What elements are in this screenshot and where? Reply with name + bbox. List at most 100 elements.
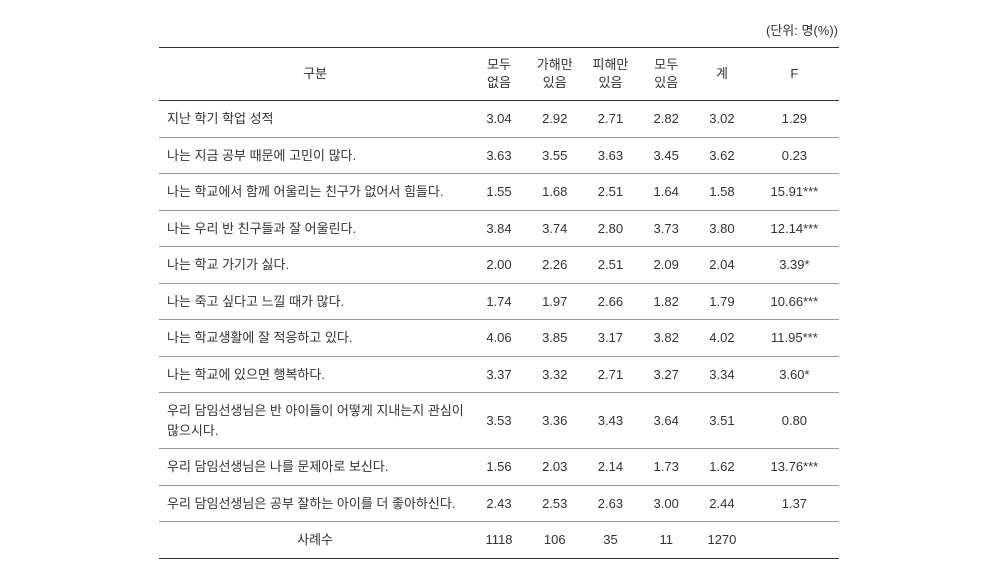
cell-value: 3.74 bbox=[527, 210, 583, 247]
cell-value: 3.04 bbox=[471, 101, 527, 138]
cell-value: 1.64 bbox=[638, 174, 694, 211]
cell-value: 11 bbox=[638, 522, 694, 559]
cell-value: 3.80 bbox=[694, 210, 750, 247]
row-label: 나는 학교에서 함께 어울리는 친구가 없어서 힘들다. bbox=[159, 174, 471, 211]
cell-value: 3.39* bbox=[750, 247, 839, 284]
cell-value: 1.82 bbox=[638, 283, 694, 320]
cell-value: 3.73 bbox=[638, 210, 694, 247]
table-row: 나는 학교에서 함께 어울리는 친구가 없어서 힘들다.1.551.682.51… bbox=[159, 174, 839, 211]
cell-value: 2.44 bbox=[694, 485, 750, 522]
cell-value: 3.43 bbox=[583, 393, 639, 449]
row-label: 나는 죽고 싶다고 느낄 때가 많다. bbox=[159, 283, 471, 320]
cell-value: 2.14 bbox=[583, 449, 639, 486]
header-col1: 모두없음 bbox=[471, 48, 527, 101]
cell-value: 11.95*** bbox=[750, 320, 839, 357]
cell-value: 10.66*** bbox=[750, 283, 839, 320]
cell-value: 1270 bbox=[694, 522, 750, 559]
row-label: 우리 담임선생님은 반 아이들이 어떻게 지내는지 관심이 많으시다. bbox=[159, 393, 471, 449]
header-col2: 가해만있음 bbox=[527, 48, 583, 101]
header-col6: F bbox=[750, 48, 839, 101]
cell-value: 1.79 bbox=[694, 283, 750, 320]
cell-value: 2.53 bbox=[527, 485, 583, 522]
header-row: 구분 모두없음 가해만있음 피해만있음 모두있음 계 F bbox=[159, 48, 839, 101]
cell-value: 3.17 bbox=[583, 320, 639, 357]
cell-value: 4.06 bbox=[471, 320, 527, 357]
cell-value: 3.85 bbox=[527, 320, 583, 357]
cell-value: 4.02 bbox=[694, 320, 750, 357]
cell-value: 35 bbox=[583, 522, 639, 559]
cell-value: 1.29 bbox=[750, 101, 839, 138]
cell-value: 0.80 bbox=[750, 393, 839, 449]
unit-label: (단위: 명(%)) bbox=[0, 20, 838, 39]
cell-value: 2.51 bbox=[583, 174, 639, 211]
cell-value: 3.37 bbox=[471, 356, 527, 393]
cell-value: 15.91*** bbox=[750, 174, 839, 211]
cell-value: 3.63 bbox=[471, 137, 527, 174]
row-label: 나는 지금 공부 때문에 고민이 많다. bbox=[159, 137, 471, 174]
cell-value: 3.34 bbox=[694, 356, 750, 393]
cell-value: 3.36 bbox=[527, 393, 583, 449]
cell-value: 0.23 bbox=[750, 137, 839, 174]
table-container: 구분 모두없음 가해만있음 피해만있음 모두있음 계 F 지난 학기 학업 성적… bbox=[159, 47, 839, 559]
table-row: 사례수111810635111270 bbox=[159, 522, 839, 559]
cell-value: 2.63 bbox=[583, 485, 639, 522]
cell-value: 2.43 bbox=[471, 485, 527, 522]
table-row: 나는 죽고 싶다고 느낄 때가 많다.1.741.972.661.821.791… bbox=[159, 283, 839, 320]
cell-value: 3.82 bbox=[638, 320, 694, 357]
cell-value: 2.04 bbox=[694, 247, 750, 284]
table-row: 나는 우리 반 친구들과 잘 어울린다.3.843.742.803.733.80… bbox=[159, 210, 839, 247]
cell-value: 1.56 bbox=[471, 449, 527, 486]
row-label: 나는 학교 가기가 싫다. bbox=[159, 247, 471, 284]
table-row: 우리 담임선생님은 반 아이들이 어떻게 지내는지 관심이 많으시다.3.533… bbox=[159, 393, 839, 449]
row-label: 나는 학교생활에 잘 적응하고 있다. bbox=[159, 320, 471, 357]
cell-value: 12.14*** bbox=[750, 210, 839, 247]
cell-value: 3.55 bbox=[527, 137, 583, 174]
cell-value: 3.00 bbox=[638, 485, 694, 522]
row-label: 나는 학교에 있으면 행복하다. bbox=[159, 356, 471, 393]
table-row: 나는 학교에 있으면 행복하다.3.373.322.713.273.343.60… bbox=[159, 356, 839, 393]
cell-value: 1.73 bbox=[638, 449, 694, 486]
table-row: 나는 학교생활에 잘 적응하고 있다.4.063.853.173.824.021… bbox=[159, 320, 839, 357]
cell-value: 1.68 bbox=[527, 174, 583, 211]
header-col5: 계 bbox=[694, 48, 750, 101]
row-label: 지난 학기 학업 성적 bbox=[159, 101, 471, 138]
table-row: 지난 학기 학업 성적3.042.922.712.823.021.29 bbox=[159, 101, 839, 138]
cell-value: 106 bbox=[527, 522, 583, 559]
data-table: 구분 모두없음 가해만있음 피해만있음 모두있음 계 F 지난 학기 학업 성적… bbox=[159, 47, 839, 559]
cell-value: 1.74 bbox=[471, 283, 527, 320]
cell-value: 1.97 bbox=[527, 283, 583, 320]
row-label: 우리 담임선생님은 공부 잘하는 아이를 더 좋아하신다. bbox=[159, 485, 471, 522]
cell-value: 2.82 bbox=[638, 101, 694, 138]
cell-value: 1.37 bbox=[750, 485, 839, 522]
cell-value: 2.00 bbox=[471, 247, 527, 284]
row-label: 나는 우리 반 친구들과 잘 어울린다. bbox=[159, 210, 471, 247]
cell-value: 2.26 bbox=[527, 247, 583, 284]
cell-value: 2.80 bbox=[583, 210, 639, 247]
header-col3: 피해만있음 bbox=[583, 48, 639, 101]
cell-value: 2.03 bbox=[527, 449, 583, 486]
cell-value: 2.09 bbox=[638, 247, 694, 284]
cell-value: 1.55 bbox=[471, 174, 527, 211]
table-row: 우리 담임선생님은 공부 잘하는 아이를 더 좋아하신다.2.432.532.6… bbox=[159, 485, 839, 522]
row-label: 우리 담임선생님은 나를 문제아로 보신다. bbox=[159, 449, 471, 486]
cell-value: 3.45 bbox=[638, 137, 694, 174]
cell-value: 2.71 bbox=[583, 101, 639, 138]
cell-value: 3.32 bbox=[527, 356, 583, 393]
cell-value: 3.64 bbox=[638, 393, 694, 449]
cell-value: 3.51 bbox=[694, 393, 750, 449]
table-row: 우리 담임선생님은 나를 문제아로 보신다.1.562.032.141.731.… bbox=[159, 449, 839, 486]
table-row: 나는 학교 가기가 싫다.2.002.262.512.092.043.39* bbox=[159, 247, 839, 284]
header-category: 구분 bbox=[159, 48, 471, 101]
cell-value: 3.62 bbox=[694, 137, 750, 174]
cell-value: 3.63 bbox=[583, 137, 639, 174]
cell-value: 3.60* bbox=[750, 356, 839, 393]
row-label: 사례수 bbox=[159, 522, 471, 559]
header-col4: 모두있음 bbox=[638, 48, 694, 101]
cell-value: 3.53 bbox=[471, 393, 527, 449]
cell-value: 2.51 bbox=[583, 247, 639, 284]
cell-value: 2.71 bbox=[583, 356, 639, 393]
cell-value: 1118 bbox=[471, 522, 527, 559]
cell-value: 3.84 bbox=[471, 210, 527, 247]
cell-value: 3.27 bbox=[638, 356, 694, 393]
cell-value: 2.92 bbox=[527, 101, 583, 138]
